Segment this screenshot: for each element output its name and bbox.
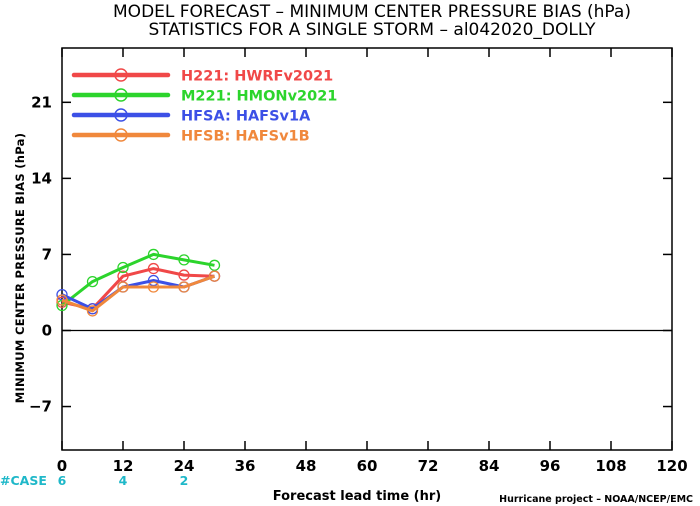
data-point [86,275,99,288]
data-point [117,281,129,293]
y-tick-label: 7 [42,245,52,263]
legend-swatch-marker [114,128,128,142]
x-tick-label: 108 [595,457,626,475]
series-line [61,252,215,307]
x-tick-label: 12 [113,457,134,475]
x-tick-label: 120 [656,457,687,475]
y-axis-label: MINIMUM CENTER PRESSURE BIAS (hPa) [13,133,27,404]
legend-swatch-marker [114,68,128,82]
x-axis-label: Forecast lead time (hr) [273,489,441,504]
legend-label: HFSA: HAFSv1A [181,109,311,125]
legend-label: HFSB: HAFSv1B [181,129,310,145]
case-count: 4 [119,473,128,488]
data-point [208,259,221,271]
y-tick-label: 0 [42,321,52,339]
x-tick-label: 60 [357,457,378,475]
case-counts: 6 4 2 [58,473,189,488]
series-line [61,274,216,311]
data-point [208,270,221,282]
data-point [86,305,99,317]
case-label: #CASE [0,473,47,488]
data-point [147,248,160,261]
data-point [117,270,129,282]
y-tick-label: 14 [31,169,52,187]
chart-subtitle: STATISTICS FOR A SINGLE STORM – al042020… [149,20,597,40]
chart-title: MODEL FORECAST – MINIMUM CENTER PRESSURE… [113,2,631,22]
credit-text: Hurricane project – NOAA/NCEP/EMC [499,494,693,505]
data-point [147,262,160,275]
data-point [117,261,129,274]
x-tick-label: 36 [235,457,256,475]
x-tick-label: 72 [418,457,439,475]
legend-label: H221: HWRFv2021 [181,69,333,85]
data-point [178,281,190,293]
data-point [56,294,68,306]
legend: H221: HWRFv2021 M221: HMONv2021 HFSA: HAFS… [71,68,337,145]
legend-item: HFSB: HAFSv1B [71,128,310,145]
plot-area: −7 0 7 14 21 0 12 24 36 48 60 72 84 96 108 120 H221: HWR… [29,47,688,475]
x-tick-label: 96 [540,457,561,475]
legend-item: M221: HMONv2021 [71,88,337,105]
data-point [56,288,68,301]
y-tick-label: 21 [31,93,52,111]
data-point [178,254,190,266]
y-tick-label: −7 [29,398,52,416]
series-3 [56,270,221,317]
data-point [147,281,160,293]
legend-swatch-marker [114,108,128,122]
legend-label: M221: HMONv2021 [181,89,337,105]
data-point [178,269,190,281]
case-count: 6 [58,473,67,488]
x-tick-label: 0 [57,457,67,475]
legend-item: H221: HWRFv2021 [71,68,333,85]
series-1 [56,248,221,312]
x-tick-label: 48 [296,457,317,475]
legend-item: HFSA: HAFSv1A [71,108,311,125]
x-tick-label: 24 [174,457,195,475]
legend-swatch-marker [114,88,128,102]
x-tick-label: 84 [479,457,500,475]
case-count: 2 [180,473,189,488]
